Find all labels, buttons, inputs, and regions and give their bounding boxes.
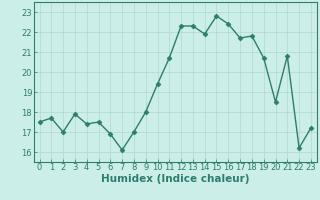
X-axis label: Humidex (Indice chaleur): Humidex (Indice chaleur) xyxy=(101,174,250,184)
